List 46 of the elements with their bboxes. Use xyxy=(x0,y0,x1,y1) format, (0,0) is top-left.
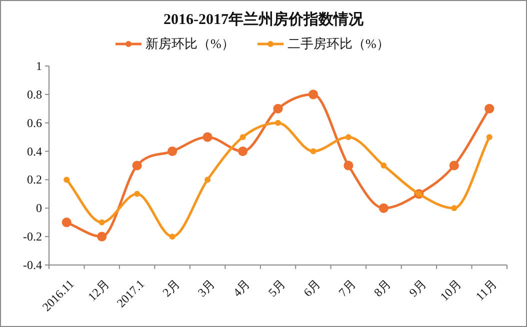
point xyxy=(240,134,246,140)
y-tick-label: 1 xyxy=(36,59,42,73)
point xyxy=(62,218,72,228)
y-tick-label: -0.4 xyxy=(23,258,42,272)
point xyxy=(344,160,354,170)
x-tick-label: 12月 xyxy=(85,276,112,304)
point xyxy=(310,148,316,154)
point xyxy=(273,104,283,114)
point xyxy=(134,190,140,197)
x-tick-label: 11月 xyxy=(472,276,500,304)
point xyxy=(98,219,105,226)
point xyxy=(169,234,176,240)
x-tick-label: 8月 xyxy=(371,276,394,300)
chart-title: 2016-2017年兰州房价指数情况 xyxy=(164,10,364,28)
point xyxy=(484,104,494,114)
point xyxy=(275,120,281,126)
point xyxy=(238,146,248,156)
y-tick-label: 0.6 xyxy=(27,116,42,130)
legend-label: 新房环比（%） xyxy=(146,36,234,51)
point xyxy=(380,162,387,168)
point xyxy=(204,176,211,183)
y-tick-label: 0.4 xyxy=(27,144,42,158)
point xyxy=(168,146,178,156)
x-tick-label: 10月 xyxy=(437,276,464,304)
point xyxy=(486,134,492,140)
point xyxy=(64,176,70,183)
y-tick-label: -0.2 xyxy=(23,230,42,244)
y-tick-label: 0.8 xyxy=(27,87,42,102)
x-tick-label: 2月 xyxy=(160,276,182,300)
x-tick-label: 5月 xyxy=(265,276,288,300)
point xyxy=(451,205,458,212)
y-tick-label: 0.2 xyxy=(27,172,42,187)
legend-label: 二手房环比（%） xyxy=(288,36,390,51)
y-tick-label: 0 xyxy=(36,201,42,216)
point xyxy=(345,134,352,140)
point xyxy=(308,90,318,100)
x-tick-label: 4月 xyxy=(230,276,253,300)
x-tick-label: 3月 xyxy=(194,276,218,300)
point xyxy=(202,132,212,142)
point xyxy=(378,203,388,213)
point xyxy=(132,160,142,170)
point xyxy=(97,232,107,242)
x-tick-label: 7月 xyxy=(336,276,359,300)
x-tick-label: 9月 xyxy=(406,276,430,300)
x-tick-label: 6月 xyxy=(300,276,324,300)
point xyxy=(449,160,459,170)
